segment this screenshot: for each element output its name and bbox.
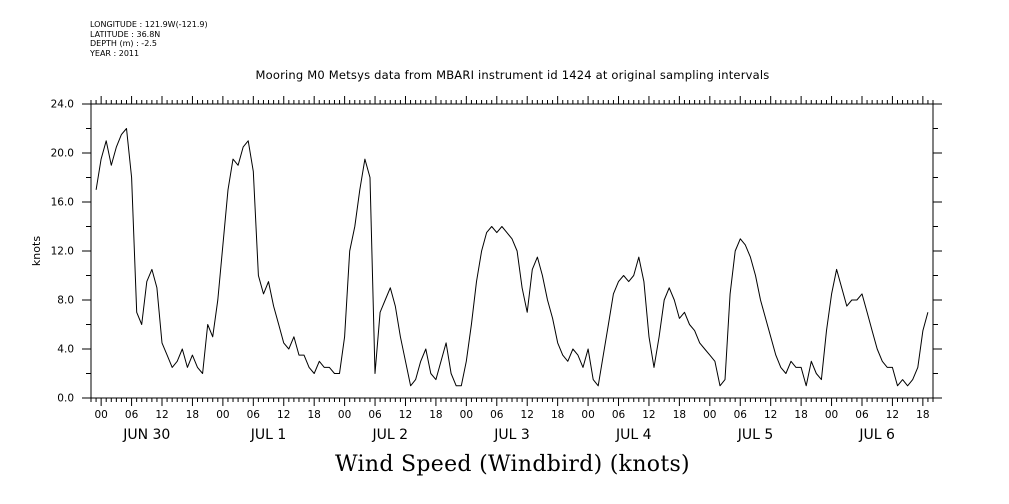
x-tick-label: 18 bbox=[794, 409, 807, 421]
x-day-label: JUN 30 bbox=[122, 427, 170, 443]
x-tick-label: 18 bbox=[551, 409, 564, 421]
x-tick-label: 00 bbox=[703, 409, 716, 421]
x-tick-label: 12 bbox=[155, 409, 168, 421]
x-tick-label: 18 bbox=[429, 409, 442, 421]
x-day-label: JUL 1 bbox=[250, 427, 287, 443]
longitude-label: LONGITUDE : 121.9W(-121.9) bbox=[90, 20, 208, 29]
wind-speed-line bbox=[95, 128, 929, 387]
y-tick-label: 0.0 bbox=[57, 393, 74, 405]
x-tick-label: 06 bbox=[734, 409, 748, 421]
x-tick-label: 06 bbox=[368, 409, 382, 421]
x-tick-label: 00 bbox=[216, 409, 229, 421]
metadata-block: LONGITUDE : 121.9W(-121.9) LATITUDE : 36… bbox=[90, 20, 208, 58]
x-tick-label: 06 bbox=[855, 409, 869, 421]
x-axis-title: Wind Speed (Windbird) (knots) bbox=[335, 452, 690, 477]
x-tick-label: 06 bbox=[612, 409, 626, 421]
x-tick-label: 12 bbox=[521, 409, 534, 421]
x-tick-label: 00 bbox=[460, 409, 473, 421]
x-tick-label: 06 bbox=[490, 409, 504, 421]
x-day-label: JUL 5 bbox=[737, 427, 774, 443]
x-day-label: JUL 6 bbox=[858, 427, 895, 443]
x-tick-label: 12 bbox=[642, 409, 655, 421]
plot-frame bbox=[90, 103, 934, 399]
x-tick-label: 00 bbox=[825, 409, 838, 421]
x-tick-label: 00 bbox=[581, 409, 594, 421]
chart-title-container: Mooring M0 Metsys data from MBARI instru… bbox=[0, 68, 1009, 82]
chart-title: Mooring M0 Metsys data from MBARI instru… bbox=[255, 68, 770, 82]
x-tick-label: 12 bbox=[764, 409, 777, 421]
axis-ticks bbox=[82, 96, 942, 406]
y-tick-label: 16.0 bbox=[51, 197, 74, 209]
axis-labels: 0.0 4.0 8.0 12.0 16.0 20.0 24.0 00 06 12 18 00 06 12 1… bbox=[51, 99, 930, 444]
x-tick-label: 18 bbox=[307, 409, 320, 421]
y-tick-label: 4.0 bbox=[57, 344, 74, 356]
x-tick-label: 12 bbox=[886, 409, 899, 421]
year-label: YEAR : 2011 bbox=[90, 48, 140, 58]
x-tick-label: 06 bbox=[125, 409, 139, 421]
x-tick-label: 00 bbox=[338, 409, 351, 421]
x-day-label: JUL 4 bbox=[615, 427, 652, 443]
x-tick-label: 18 bbox=[673, 409, 686, 421]
y-tick-label: 12.0 bbox=[51, 246, 74, 258]
x-day-label: JUL 3 bbox=[493, 427, 530, 443]
x-day-label: JUL 2 bbox=[371, 427, 408, 443]
x-tick-label: 12 bbox=[399, 409, 412, 421]
y-axis-label: knots bbox=[30, 236, 43, 266]
x-tick-label: 12 bbox=[277, 409, 290, 421]
depth-label: DEPTH (m) : -2.5 bbox=[90, 39, 157, 48]
y-tick-label: 24.0 bbox=[51, 99, 74, 111]
latitude-label: LATITUDE : 36.8N bbox=[90, 29, 161, 39]
y-tick-label: 20.0 bbox=[51, 148, 74, 160]
x-tick-label: 00 bbox=[94, 409, 107, 421]
x-axis-title-container: Wind Speed (Windbird) (knots) bbox=[0, 452, 1009, 477]
x-tick-label: 18 bbox=[916, 409, 929, 421]
x-tick-label: 18 bbox=[186, 409, 199, 421]
x-tick-label: 06 bbox=[247, 409, 261, 421]
y-tick-label: 8.0 bbox=[57, 295, 74, 307]
